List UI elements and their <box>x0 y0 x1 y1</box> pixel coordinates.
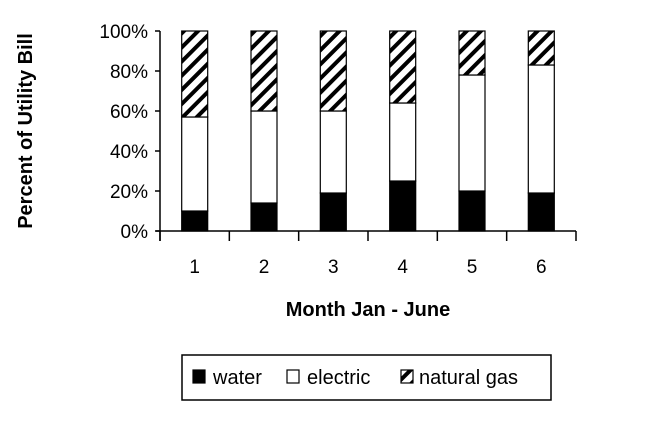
x-tick-labels: 1 2 3 4 5 6 <box>189 257 546 278</box>
bar-segment-electric-5 <box>458 74 486 192</box>
legend-label-electric: electric <box>307 367 370 389</box>
bar-segment-natural-gas-5 <box>458 30 486 76</box>
legend-swatch-electric <box>286 369 300 384</box>
bar-segment-electric-3 <box>319 110 347 194</box>
bar-segment-natural-gas-3 <box>319 30 347 112</box>
bar-segment-natural-gas-4 <box>389 30 417 104</box>
bar-segment-natural-gas-2 <box>250 30 278 112</box>
legend-swatch-natural-gas <box>400 369 414 384</box>
y-tick-label: 20% <box>110 182 148 203</box>
legend-label-natural-gas: natural gas <box>419 367 518 389</box>
bar-segment-electric-6 <box>527 64 555 194</box>
bar-segment-water-4 <box>389 180 417 232</box>
legend-swatch-water <box>192 369 206 384</box>
legend: water electric natural gas <box>181 354 552 401</box>
legend-box <box>181 354 552 401</box>
y-tick-label: 100% <box>99 22 148 43</box>
bar-segment-water-5 <box>458 190 486 232</box>
bar-segment-water-2 <box>250 202 278 232</box>
x-tick-label: 3 <box>328 257 339 278</box>
bar-segment-electric-2 <box>250 110 278 204</box>
y-tick-label: 0% <box>121 222 149 243</box>
bar-segment-electric-4 <box>389 102 417 182</box>
legend-label-water: water <box>212 367 262 389</box>
x-axis-title: Month Jan - June <box>286 299 450 321</box>
bars-group <box>181 30 555 232</box>
y-axis-title: Percent of Utility Bill <box>15 33 37 229</box>
y-tick-label: 40% <box>110 142 148 163</box>
bar-segment-water-6 <box>527 192 555 232</box>
x-tick-label: 6 <box>536 257 547 278</box>
x-tick-label: 1 <box>189 257 200 278</box>
y-tick-labels: 0% 20% 40% 60% 80% 100% <box>99 22 148 243</box>
bar-segment-water-1 <box>181 210 209 232</box>
bar-segment-natural-gas-1 <box>181 30 209 118</box>
bar-segment-natural-gas-6 <box>527 30 555 66</box>
bar-segment-electric-1 <box>181 116 209 212</box>
axes-group <box>155 30 577 241</box>
y-tick-label: 60% <box>110 102 148 123</box>
bar-segment-water-3 <box>319 192 347 232</box>
x-tick-label: 4 <box>397 257 408 278</box>
x-tick-label: 2 <box>259 257 270 278</box>
x-tick-label: 5 <box>467 257 478 278</box>
y-tick-label: 80% <box>110 62 148 83</box>
